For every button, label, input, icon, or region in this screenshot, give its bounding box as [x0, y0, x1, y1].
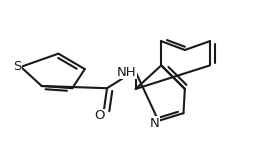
Text: N: N — [150, 117, 160, 130]
Text: O: O — [94, 109, 105, 122]
Text: NH: NH — [117, 66, 136, 78]
Text: S: S — [13, 60, 21, 73]
